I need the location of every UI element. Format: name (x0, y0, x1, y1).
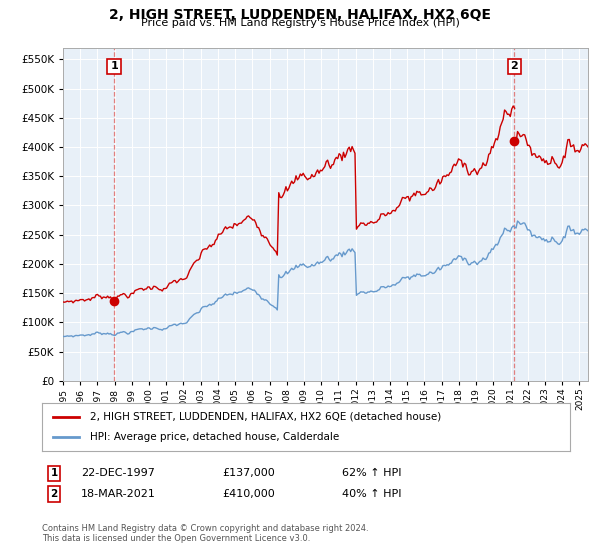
Text: 18-MAR-2021: 18-MAR-2021 (81, 489, 156, 499)
Text: 2: 2 (50, 489, 58, 499)
Text: 2, HIGH STREET, LUDDENDEN, HALIFAX, HX2 6QE: 2, HIGH STREET, LUDDENDEN, HALIFAX, HX2 … (109, 8, 491, 22)
Text: 2, HIGH STREET, LUDDENDEN, HALIFAX, HX2 6QE (detached house): 2, HIGH STREET, LUDDENDEN, HALIFAX, HX2 … (89, 412, 441, 422)
Text: 1: 1 (50, 468, 58, 478)
Text: 22-DEC-1997: 22-DEC-1997 (81, 468, 155, 478)
Text: £137,000: £137,000 (222, 468, 275, 478)
Text: 62% ↑ HPI: 62% ↑ HPI (342, 468, 401, 478)
Text: Contains HM Land Registry data © Crown copyright and database right 2024.
This d: Contains HM Land Registry data © Crown c… (42, 524, 368, 543)
Text: £410,000: £410,000 (222, 489, 275, 499)
Text: 40% ↑ HPI: 40% ↑ HPI (342, 489, 401, 499)
Text: HPI: Average price, detached house, Calderdale: HPI: Average price, detached house, Cald… (89, 432, 339, 442)
Text: Price paid vs. HM Land Registry's House Price Index (HPI): Price paid vs. HM Land Registry's House … (140, 18, 460, 29)
Text: 2: 2 (510, 61, 518, 71)
Text: 1: 1 (110, 61, 118, 71)
